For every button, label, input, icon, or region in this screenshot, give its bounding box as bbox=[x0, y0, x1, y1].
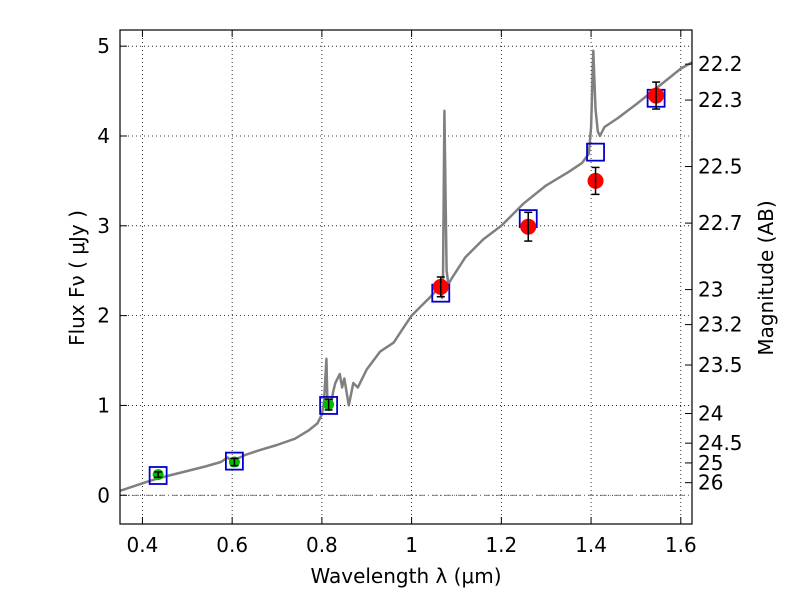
model-photometry-square bbox=[224, 451, 244, 471]
y-tick-label: 4 bbox=[97, 124, 110, 148]
y-right-tick-label: 23.5 bbox=[698, 353, 743, 377]
x-tick-label: 1.4 bbox=[575, 533, 607, 557]
x-axis-title: Wavelength λ (μm) bbox=[310, 564, 501, 588]
y-right-tick-label: 23 bbox=[698, 278, 723, 302]
tick-labels: 0.4 0.6 0.8 1 1.2 1.4 1.601234522.222.322.522.… bbox=[97, 34, 742, 557]
x-tick-label: 1.2 bbox=[485, 533, 517, 557]
model-photometry-series bbox=[148, 88, 666, 485]
model-photometry-square bbox=[148, 466, 168, 485]
x-tick-label: 1.6 bbox=[665, 533, 697, 557]
y-tick-label: 0 bbox=[97, 483, 110, 507]
x-tick-label: 0.6 bbox=[216, 533, 248, 557]
y-right-axis-title: Magnitude (AB) bbox=[754, 200, 778, 355]
y-right-tick-label: 24.5 bbox=[698, 431, 743, 455]
x-tick-label: 0.8 bbox=[306, 533, 338, 557]
x-tick-label: 0.4 bbox=[127, 533, 159, 557]
y-right-tick-label: 22.3 bbox=[698, 88, 743, 112]
y-right-tick-label: 22.2 bbox=[698, 52, 743, 76]
y-right-tick-label: 23.2 bbox=[698, 313, 743, 337]
ticks bbox=[120, 30, 692, 524]
spectrum-series bbox=[119, 49, 693, 492]
y-tick-label: 5 bbox=[97, 34, 110, 58]
y-tick-label: 2 bbox=[97, 304, 110, 328]
y-right-tick-label: 22.5 bbox=[698, 155, 743, 179]
y-right-tick-label: 25 bbox=[698, 451, 723, 475]
y-right-tick-label: 24 bbox=[698, 402, 723, 426]
grid bbox=[120, 30, 692, 524]
y-tick-label: 3 bbox=[97, 214, 110, 238]
y-tick-label: 1 bbox=[97, 393, 110, 417]
y-axis-title: Flux Fν ( μJy ) bbox=[65, 210, 89, 346]
plot-frame bbox=[119, 29, 693, 525]
model-photometry-square bbox=[319, 396, 339, 415]
observed-series bbox=[152, 81, 665, 481]
y-right-tick-label: 26 bbox=[698, 471, 723, 495]
plot-area-border bbox=[119, 29, 693, 525]
spectrum-line bbox=[119, 49, 693, 492]
y-right-tick-label: 22.7 bbox=[698, 211, 743, 235]
x-tick-label: 1 bbox=[405, 533, 418, 557]
model-photometry-square bbox=[586, 142, 605, 162]
